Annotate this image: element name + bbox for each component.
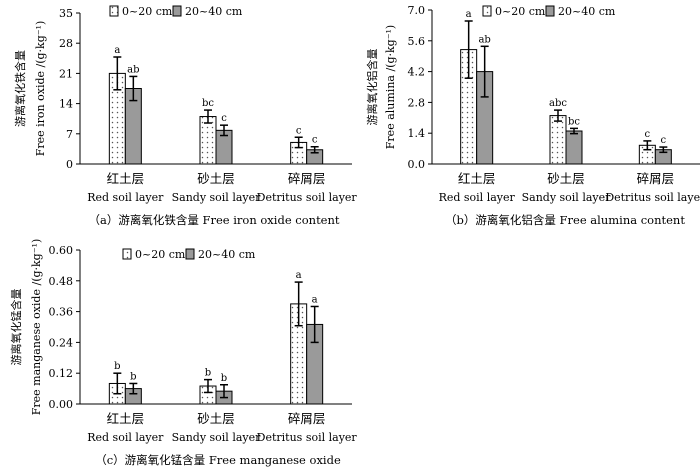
- category-label-zh: 碎屑层: [288, 411, 326, 426]
- category-label-zh: 碎屑层: [637, 171, 675, 186]
- legend-swatch-series1: [109, 5, 119, 17]
- y-tick-label: 2.8: [408, 96, 426, 109]
- significance-letter: ab: [127, 64, 139, 75]
- y-tick-label: 0: [66, 158, 73, 171]
- category-label-en: Detritus soil layer: [257, 191, 358, 204]
- legend-label-series1: 0~20 cm: [135, 248, 186, 261]
- significance-letter: ab: [478, 34, 490, 45]
- panel-caption: （b）游离氧化铝含量 Free alumina content: [445, 213, 685, 227]
- category-label-en: Sandy soil layer: [172, 431, 262, 444]
- y-tick-label: 14: [59, 98, 73, 111]
- significance-letter: bc: [568, 116, 580, 127]
- category-label-zh: 红土层: [107, 411, 145, 426]
- category-label-en: Detritus soil layer: [605, 191, 700, 204]
- category-label-zh: 砂土层: [197, 171, 235, 186]
- y-tick-label: 0.12: [49, 367, 74, 380]
- category-label-en: Sandy soil layer: [172, 191, 262, 204]
- y-axis-label-en: Free alumina /(g·kg⁻¹): [384, 25, 397, 149]
- legend-label-series2: 20~40 cm: [185, 5, 243, 18]
- category-label-en: Red soil layer: [439, 191, 516, 204]
- y-tick-label: 35: [59, 7, 73, 20]
- significance-letter: b: [114, 361, 120, 372]
- legend-label-series2: 20~40 cm: [198, 248, 256, 261]
- category-label-zh: 红土层: [458, 171, 496, 186]
- y-tick-label: 7: [66, 128, 73, 141]
- y-tick-label: 4.2: [408, 66, 426, 79]
- y-axis-label-en: Free manganese oxide /(g·kg⁻¹): [30, 239, 43, 415]
- y-tick-label: 0.36: [49, 306, 74, 319]
- y-tick-label: 21: [59, 67, 73, 80]
- significance-letter: a: [466, 9, 472, 20]
- y-tick-label: 0.24: [49, 336, 74, 349]
- legend-label-series2: 20~40 cm: [558, 5, 616, 18]
- y-tick-label: 28: [59, 37, 73, 50]
- legend-swatch-series1: [122, 248, 132, 260]
- significance-letter: abc: [549, 98, 567, 109]
- category-label-zh: 砂土层: [197, 411, 235, 426]
- significance-letter: c: [296, 125, 302, 136]
- category-label-en: Detritus soil layer: [257, 431, 358, 444]
- category-label-zh: 碎屑层: [288, 171, 326, 186]
- y-axis-label-zh: 游离氧化锰含量: [9, 289, 23, 366]
- panel-caption: （a）游离氧化铁含量 Free iron oxide content: [88, 213, 339, 227]
- chart-panel-a: 0 7 14 21 28 35 游离氧化铁含量 Free iron oxide /(g·kg⁻…: [13, 5, 357, 227]
- significance-letter: b: [205, 368, 211, 379]
- legend-swatch-series2: [545, 5, 555, 17]
- panel-caption: （c）游离氧化锰含量 Free manganese oxide: [95, 453, 341, 467]
- category-label-en: Red soil layer: [87, 431, 164, 444]
- significance-letter: c: [645, 129, 651, 140]
- significance-letter: b: [130, 371, 136, 382]
- category-label-en: Red soil layer: [87, 191, 164, 204]
- significance-letter: bc: [202, 98, 214, 109]
- significance-letter: b: [221, 373, 227, 384]
- significance-letter: c: [221, 113, 227, 124]
- chart-panel-c: 0.00 0.12 0.24 0.36 0.48 0.60 游离氧化锰含量 Free mang…: [9, 239, 357, 467]
- category-label-zh: 砂土层: [547, 171, 585, 186]
- category-label-en: Sandy soil layer: [522, 191, 612, 204]
- y-tick-label: 5.6: [408, 35, 426, 48]
- y-tick-label: 0.60: [49, 244, 74, 257]
- significance-letter: a: [296, 270, 302, 281]
- y-tick-label: 0.48: [49, 275, 74, 288]
- y-axis-label-zh: 游离氧化铁含量: [13, 50, 27, 127]
- category-label-zh: 红土层: [107, 171, 145, 186]
- significance-letter: c: [661, 135, 667, 146]
- legend-label-series1: 0~20 cm: [495, 5, 546, 18]
- bar-series2: [565, 130, 583, 165]
- y-axis-label-zh: 游离氧化铝含量: [365, 49, 379, 126]
- legend-label-series1: 0~20 cm: [122, 5, 173, 18]
- legend-swatch-series1: [482, 5, 492, 17]
- chart-panel-b: 0.0 1.4 2.8 4.2 5.6 7.0 游离氧化铝含量 Free alumina /(…: [365, 4, 700, 227]
- legend-swatch-series2: [172, 5, 182, 17]
- y-tick-label: 1.4: [408, 127, 426, 140]
- significance-letter: a: [114, 45, 120, 56]
- legend-swatch-series2: [185, 248, 195, 260]
- significance-letter: a: [312, 294, 318, 305]
- y-tick-label: 7.0: [408, 4, 426, 17]
- significance-letter: c: [312, 135, 318, 146]
- y-tick-label: 0.00: [49, 398, 74, 411]
- bar-series1: [549, 115, 567, 165]
- y-axis-label-en: Free iron oxide /(g·kg⁻¹): [34, 21, 47, 157]
- y-tick-label: 0.0: [408, 158, 426, 171]
